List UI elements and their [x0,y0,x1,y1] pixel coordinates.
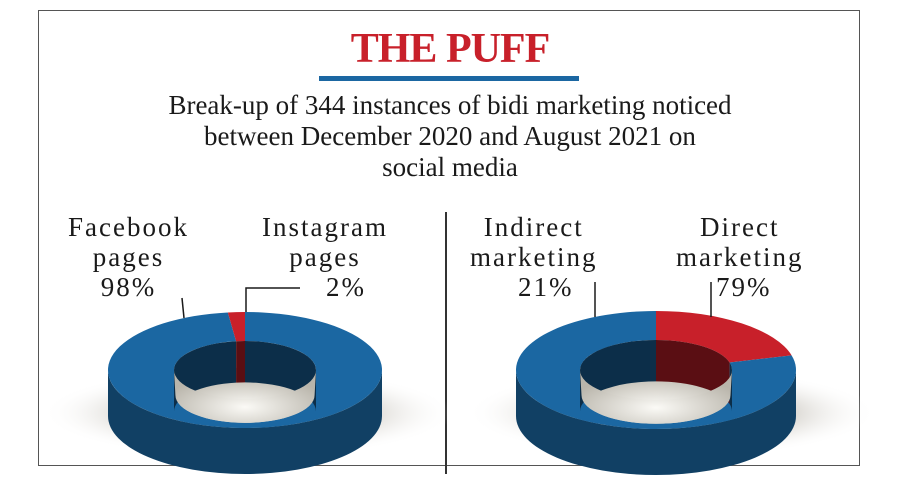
brand-underline [319,76,579,81]
donut-2-side-direct-marketing [516,370,796,475]
label-direct: Direct marketing 79% [676,212,803,302]
label-instagram-line-1: Instagram [262,212,388,242]
title-line-3: social media [382,152,518,182]
label-facebook-line-2: pages [92,242,165,272]
label-direct-line-1: Direct [700,212,780,242]
donut-1-side-facebook-pages [108,370,382,474]
donut-1-inner-wall-facebook-pages-0 [174,341,237,412]
value-instagram: 2% [325,272,366,302]
label-indirect-line-2: marketing [470,242,598,272]
donut-2-inner-wall-indirect-marketing-1 [656,340,730,404]
label-facebook-line-1: Facebook [68,212,189,242]
donut-1-inner-wall-instagram-pages-0 [236,341,245,383]
leader-facebook [181,297,185,319]
label-indirect: Indirect marketing 21% [470,212,597,302]
donut-1 [108,312,383,474]
donut-2-hole-front [580,370,732,424]
value-direct: 79% [716,272,772,302]
chart-frame [38,10,860,466]
leader-instagram [245,287,300,312]
donut-1-slice-instagram-pages [227,312,245,342]
chart-title: Break-up of 344 instances of bidi market… [60,90,840,183]
label-instagram-line-2: pages [289,242,361,272]
title-line-1: Break-up of 344 instances of bidi market… [168,90,732,120]
chart-divider [445,212,447,474]
label-instagram: Instagram pages 2% [262,212,388,302]
title-line-2: between December 2020 and August 2021 on [204,121,696,151]
donut-2-inner-wall-direct-marketing-0 [580,340,656,412]
donut-2-slice-indirect-marketing [656,311,792,363]
value-indirect: 21% [518,272,574,302]
donut-2 [516,311,796,475]
label-facebook: Facebook pages 98% [68,212,189,302]
label-direct-line-2: marketing [676,242,804,272]
donut-1-hole-front [174,370,316,423]
value-facebook: 98% [100,272,157,302]
donut-1-inner-wall-facebook-pages-1 [245,341,316,412]
label-indirect-line-1: Indirect [483,212,584,242]
brand-logo: THE PUFF [350,26,551,72]
